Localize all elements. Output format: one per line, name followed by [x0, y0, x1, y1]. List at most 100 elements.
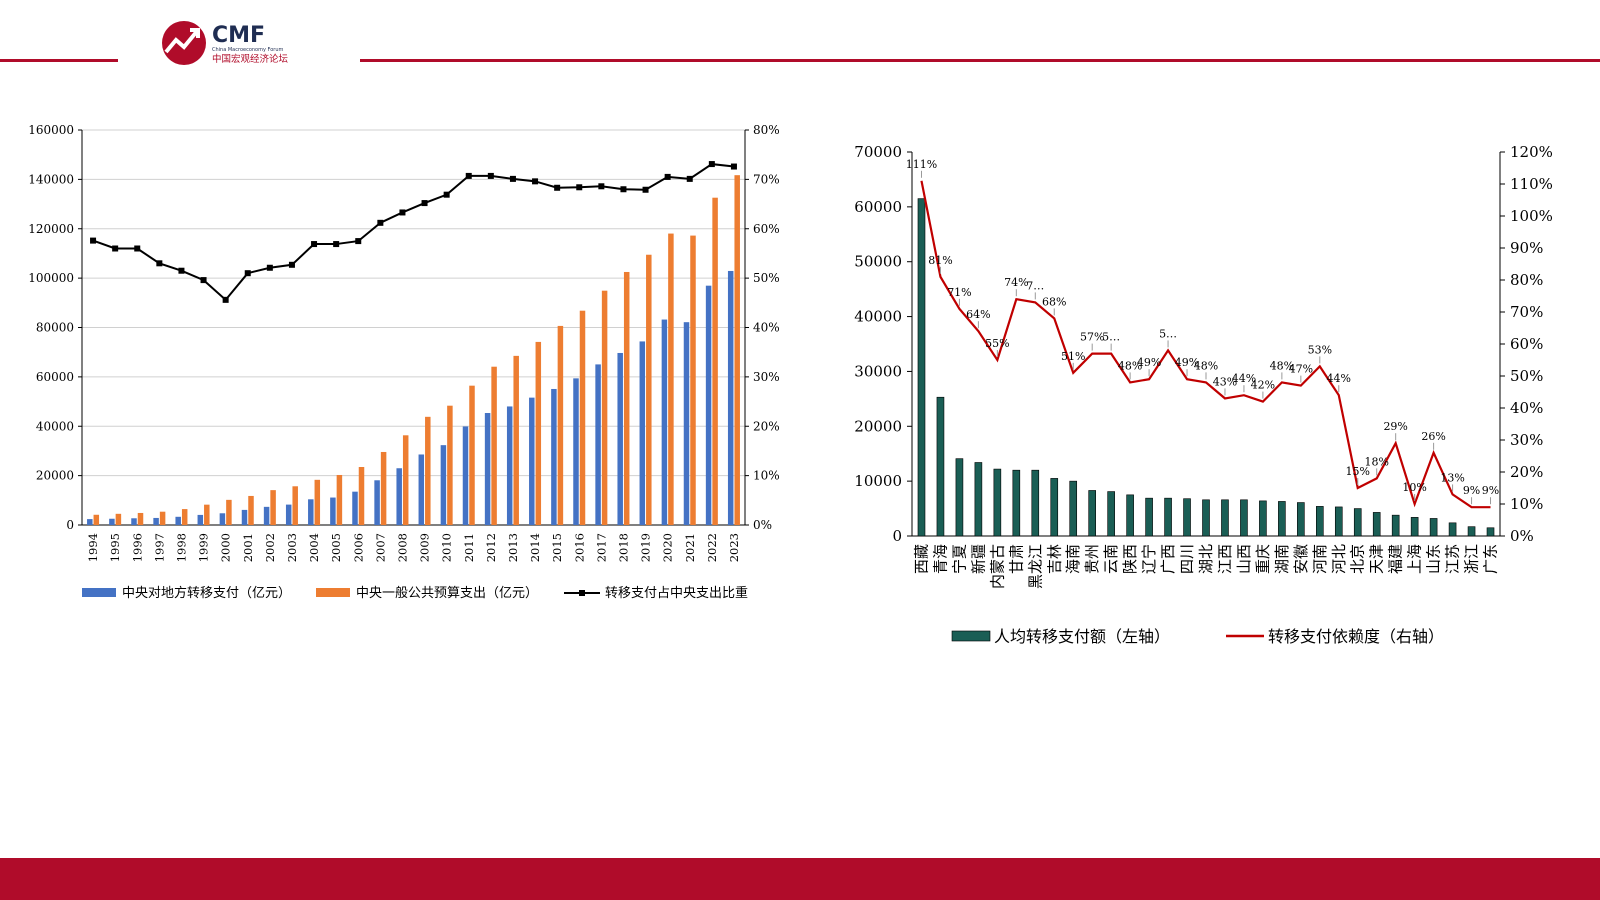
right-axis-tick-label: 0% — [1510, 527, 1534, 545]
bar-transfer-payment — [595, 364, 601, 525]
bar-central-expenditure — [690, 235, 696, 525]
bar-transfer-payment — [153, 517, 159, 525]
bar-central-expenditure — [425, 416, 431, 525]
x-axis-tick-label: 2011 — [462, 533, 476, 562]
right-axis-tick-label: 80% — [1510, 271, 1543, 289]
line-marker-transfer-share — [222, 296, 229, 303]
x-axis-tick-label: 辽宁 — [1140, 544, 1158, 574]
bar-central-expenditure — [712, 197, 718, 525]
line-marker-transfer-share — [421, 200, 428, 207]
data-label: 48% — [1118, 359, 1142, 372]
bar-per-capita-transfer — [1202, 499, 1210, 537]
bar-transfer-payment — [529, 397, 535, 525]
legend-label-transfer-dependency: 转移支付依赖度（右轴） — [1268, 627, 1444, 646]
line-marker-transfer-share — [134, 245, 141, 252]
bar-per-capita-transfer — [1126, 494, 1134, 537]
bar-central-expenditure — [668, 233, 674, 525]
legend-label-central-expenditure: 中央一般公共预算支出（亿元） — [356, 585, 538, 601]
x-axis-tick-label: 甘肃 — [1007, 544, 1025, 574]
line-marker-transfer-share — [333, 241, 340, 248]
bar-central-expenditure — [248, 495, 254, 525]
bar-transfer-payment — [440, 445, 447, 525]
bar-per-capita-transfer — [936, 396, 945, 537]
right-axis-tick-label: 100% — [1510, 207, 1553, 225]
x-axis-tick-label: 2017 — [594, 533, 608, 562]
bar-transfer-payment — [396, 468, 402, 525]
line-marker-transfer-share — [266, 264, 273, 271]
x-axis-tick-label: 2012 — [484, 533, 498, 562]
x-axis-tick-label: 黑龙江 — [1026, 544, 1044, 589]
left-axis-tick-label: 20000 — [36, 469, 74, 483]
data-label: 68% — [1042, 295, 1066, 308]
bar-central-expenditure — [336, 474, 343, 525]
bar-transfer-payment — [263, 506, 270, 525]
bar-per-capita-transfer — [1486, 527, 1495, 537]
line-marker-transfer-share — [532, 178, 539, 185]
bar-central-expenditure — [535, 341, 542, 525]
legend-swatch-transfer-payment — [82, 588, 116, 597]
bar-central-expenditure — [292, 486, 298, 525]
bar-central-expenditure — [270, 490, 276, 525]
bar-central-expenditure — [557, 325, 564, 525]
bar-per-capita-transfer — [974, 462, 983, 537]
bar-transfer-payment — [87, 519, 93, 525]
data-label: 74% — [1004, 276, 1028, 289]
x-axis-tick-label: 上海 — [1406, 544, 1424, 574]
left-axis-tick-label: 30000 — [854, 362, 902, 380]
line-marker-transfer-share — [730, 163, 737, 170]
bar-transfer-payment — [131, 518, 137, 525]
line-marker-transfer-share — [554, 184, 561, 191]
data-label: 15% — [1346, 465, 1370, 478]
bar-transfer-payment — [683, 322, 690, 525]
bar-transfer-payment — [727, 270, 734, 525]
line-marker-transfer-share — [443, 191, 450, 198]
bar-per-capita-transfer — [917, 198, 926, 537]
x-axis-tick-label: 西藏 — [912, 544, 930, 574]
data-label: 111% — [906, 158, 937, 171]
bar-transfer-payment — [352, 491, 358, 525]
bar-transfer-payment — [506, 406, 513, 525]
data-label: 49% — [1137, 356, 1161, 369]
x-axis-tick-label: 2013 — [506, 533, 520, 562]
data-label: 48% — [1194, 359, 1218, 372]
transfer-payment-trend-chart: 0 20000 40000 60000 80000 100000 120000 140000 1… — [28, 123, 780, 601]
left-axis-tick-label: 80000 — [36, 321, 74, 335]
legend-swatch-per-capita-transfer — [951, 630, 991, 642]
right-axis-tick-label: 30% — [753, 370, 780, 384]
bar-per-capita-transfer — [1297, 502, 1305, 537]
x-axis-tick-label: 2002 — [263, 533, 277, 562]
line-marker-transfer-share — [664, 173, 671, 180]
x-axis-tick-label: 吉林 — [1045, 544, 1063, 574]
data-label: 47% — [1289, 363, 1313, 376]
line-marker-transfer-share — [686, 175, 693, 182]
bar-central-expenditure — [623, 271, 630, 525]
bar-transfer-payment — [639, 341, 646, 525]
bar-per-capita-transfer — [1221, 499, 1229, 537]
left-axis-tick-label: 50000 — [854, 253, 902, 271]
data-label: 26% — [1421, 430, 1445, 443]
x-axis-tick-label: 2016 — [572, 533, 586, 562]
province-transfer-dependency-chart: 0 10000 20000 30000 40000 50000 60000 70000 0% 10… — [854, 143, 1553, 646]
logo-chart-arrow-icon — [164, 28, 200, 54]
data-label: 44% — [1327, 372, 1351, 385]
right-axis-tick-label: 20% — [753, 419, 780, 433]
bar-per-capita-transfer — [1050, 478, 1059, 537]
line-marker-transfer-share — [708, 161, 715, 168]
line-marker-transfer-share — [509, 175, 516, 182]
bar-transfer-payment — [197, 514, 204, 525]
x-axis-tick-label: 2001 — [241, 533, 255, 562]
line-marker-transfer-share — [288, 261, 295, 268]
bar-transfer-payment — [374, 480, 380, 525]
line-marker-transfer-share — [200, 277, 207, 284]
data-label: 18% — [1364, 455, 1388, 468]
x-axis-tick-label: 天津 — [1368, 544, 1386, 574]
logo-mark-icon — [162, 21, 206, 65]
x-axis-tick-label: 1998 — [174, 533, 188, 562]
data-label: 64% — [966, 308, 990, 321]
line-marker-transfer-share — [90, 237, 97, 244]
line-marker-transfer-share — [156, 260, 163, 267]
legend-marker-transfer-share — [579, 590, 585, 596]
bar-central-expenditure — [314, 479, 321, 525]
right-axis-tick-label: 60% — [1510, 335, 1543, 353]
bar-per-capita-transfer — [1240, 499, 1248, 537]
